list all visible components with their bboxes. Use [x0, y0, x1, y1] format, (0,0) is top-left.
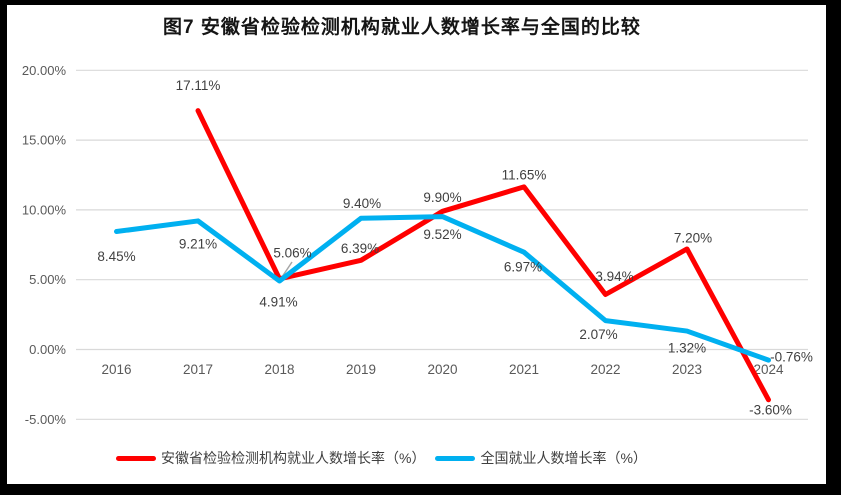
y-axis-tick-label: 0.00% — [29, 342, 66, 357]
x-axis-tick-label: 2022 — [590, 362, 620, 377]
data-label-series-0: 3.94% — [595, 269, 633, 284]
data-label-series-1: 1.32% — [668, 341, 706, 356]
data-label-series-1: 6.97% — [504, 260, 542, 275]
legend-label-anhui: 安徽省检验检测机构就业人数增长率（%） — [161, 450, 426, 466]
legend-swatch-red-line — [116, 455, 156, 461]
data-label-series-0: 7.20% — [674, 230, 712, 245]
x-axis-tick-label: 2017 — [183, 362, 213, 377]
data-label-series-1: -0.76% — [770, 350, 813, 365]
x-axis-tick-label: 2018 — [264, 362, 294, 377]
x-axis-tick-label: 2020 — [427, 362, 457, 377]
data-label-series-1: 2.07% — [579, 327, 617, 342]
legend-swatch-blue-line — [435, 455, 476, 461]
y-axis-tick-label: 5.00% — [29, 272, 66, 287]
data-label-series-1: 4.91% — [259, 294, 297, 309]
legend-item-national: 全国就业人数增长率（%） — [435, 448, 647, 468]
data-label-series-0: 6.39% — [341, 241, 379, 256]
scan-border-left-decoration — [0, 0, 7, 495]
chart-legend: 安徽省检验检测机构就业人数增长率（%） 全国就业人数增长率（%） — [116, 448, 647, 468]
label-leader-line — [281, 261, 293, 278]
data-label-series-0: 9.90% — [423, 190, 461, 205]
x-axis-tick-label: 2021 — [509, 362, 539, 377]
data-label-series-0: 11.65% — [502, 167, 547, 182]
series-line-0 — [195, 108, 771, 403]
x-axis-tick-label: 2023 — [672, 362, 702, 377]
x-axis-tick-label: 2024 — [753, 362, 784, 377]
data-label-series-0: 17.11% — [176, 78, 221, 93]
data-label-series-1: 9.21% — [179, 236, 217, 251]
legend-label-national: 全国就业人数增长率（%） — [480, 450, 647, 466]
y-axis-tick-label: 15.00% — [22, 133, 67, 148]
x-axis-tick-label: 2019 — [346, 362, 376, 377]
data-label-series-0: 5.06% — [273, 245, 311, 260]
y-axis-tick-label: 10.00% — [22, 202, 67, 217]
y-axis-tick-label: -5.00% — [25, 412, 67, 427]
series-line-1 — [114, 214, 771, 363]
scan-border-bottom-decoration — [0, 484, 841, 495]
data-label-series-1: 8.45% — [97, 249, 135, 264]
data-label-series-1: 9.40% — [343, 196, 381, 211]
x-axis-tick-label: 2016 — [101, 362, 131, 377]
data-label-series-1: 9.52% — [423, 227, 461, 242]
scan-border-right-decoration — [826, 0, 841, 495]
scan-border-top-decoration — [0, 0, 841, 5]
data-label-series-0: -3.60% — [749, 402, 792, 417]
chart-title: 图7 安徽省检验检测机构就业人数增长率与全国的比较 — [163, 17, 641, 38]
y-axis-tick-label: 20.00% — [22, 63, 67, 78]
legend-item-anhui: 安徽省检验检测机构就业人数增长率（%） — [116, 448, 425, 468]
